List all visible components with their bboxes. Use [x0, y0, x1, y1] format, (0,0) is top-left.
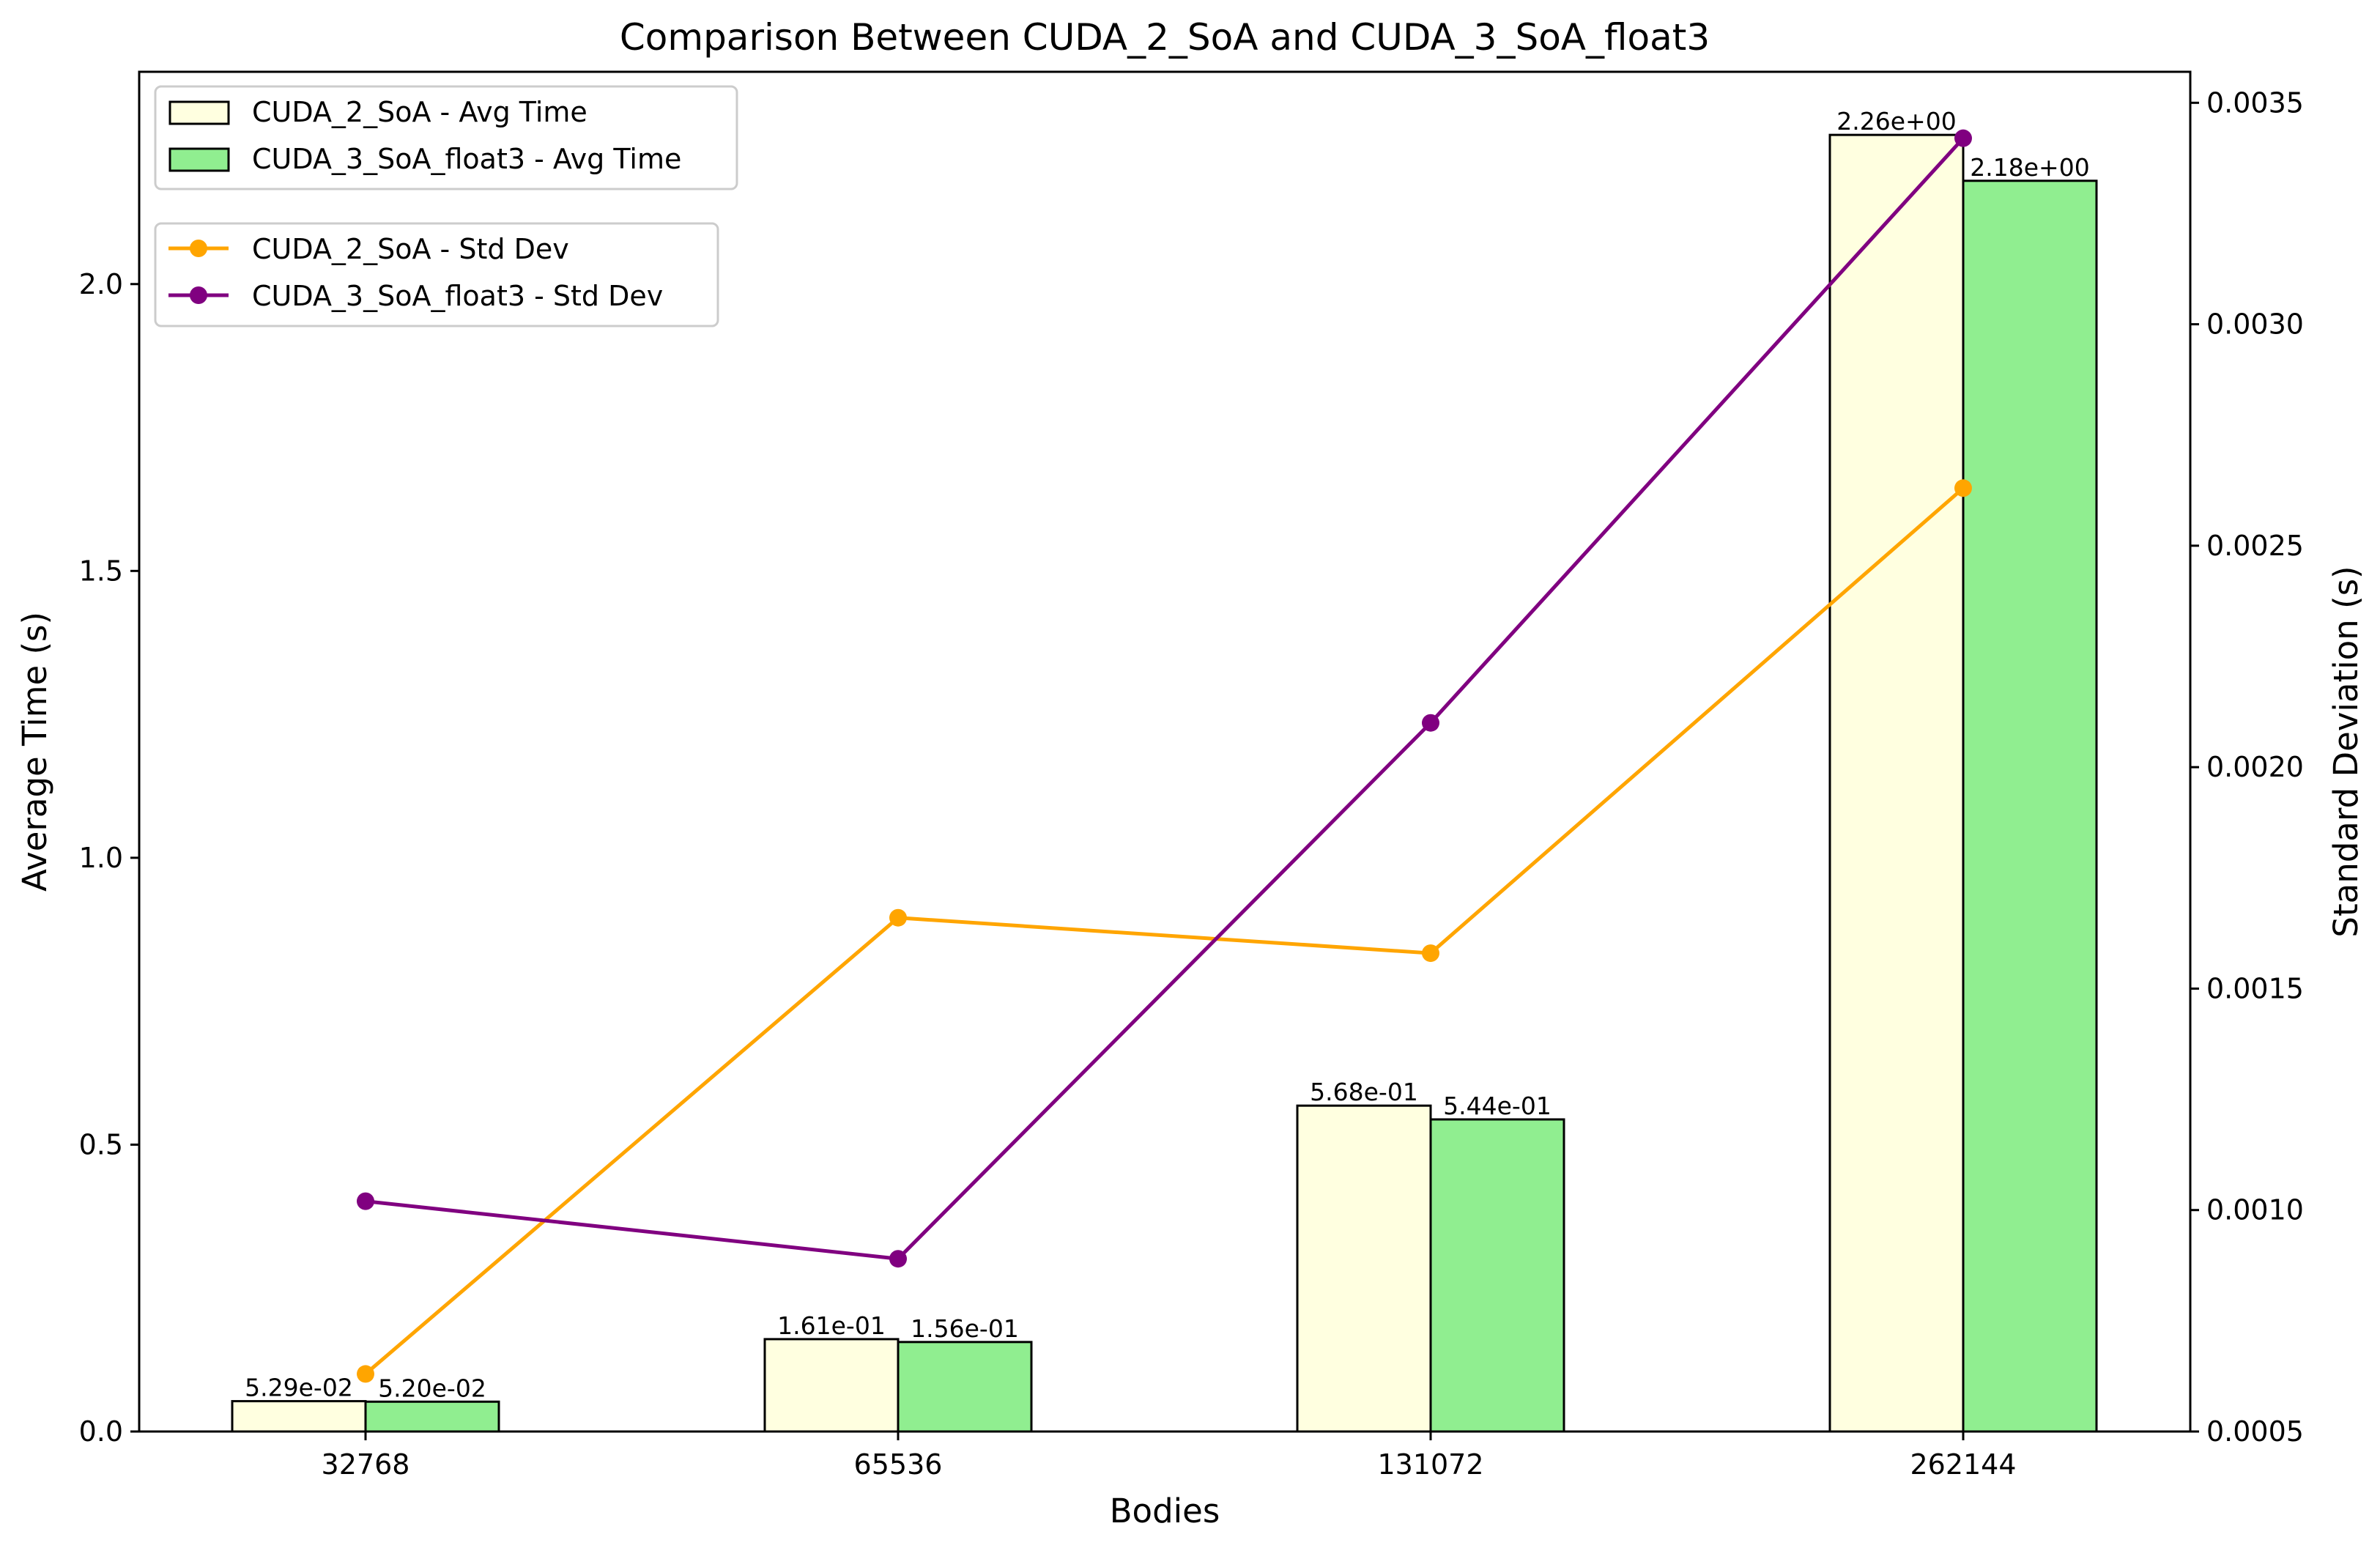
legend-marker-cuda2-std	[190, 240, 207, 257]
bar-s1-65536	[897, 1341, 1033, 1433]
legend-label-cuda3-std: CUDA_3_SoA_float3 - Std Dev	[252, 280, 663, 312]
y2-tick-label: 0.0020	[2206, 751, 2304, 783]
legend-label-cuda3-avg: CUDA_3_SoA_float3 - Avg Time	[252, 143, 681, 175]
legend-lines-box	[154, 222, 719, 327]
y2-tick-label: 0.0015	[2206, 972, 2304, 1004]
bar-value-label: 5.29e-02	[245, 1374, 353, 1402]
bars-layer	[231, 133, 2098, 1433]
y-tick-label: 1.5	[79, 555, 123, 587]
legend-bars: CUDA_2_SoA - Avg Time CUDA_3_SoA_float3 …	[154, 85, 738, 190]
legend-swatch-cuda3-avg	[168, 147, 230, 172]
line-point-s0-262144	[1954, 479, 1972, 497]
line-point-s0-65536	[889, 908, 907, 927]
y-tick-label: 0.0	[79, 1415, 123, 1448]
y-tick-label: 1.0	[79, 842, 123, 874]
lines-layer	[357, 129, 1972, 1383]
legend-marker-cuda3-std	[190, 286, 207, 304]
bar-s0-262144	[1828, 133, 1965, 1433]
bar-value-label: 1.61e-01	[777, 1311, 886, 1340]
plot-frame	[138, 70, 2192, 1433]
legend-swatch-cuda2-avg	[168, 100, 230, 125]
y2-tick-label: 0.0035	[2206, 86, 2304, 119]
y-tick-label: 0.5	[79, 1128, 123, 1160]
bar-value-label: 5.68e-01	[1310, 1078, 1418, 1106]
line-point-s1-32768	[357, 1192, 374, 1210]
x-axis-ticks: 32768 65536 131072 262144	[322, 1432, 2017, 1481]
bar-s0-65536	[763, 1338, 900, 1433]
y2-axis-label: Standard Deviation (s)	[2327, 566, 2365, 937]
bar-s1-131072	[1429, 1118, 1565, 1433]
line-series-1	[365, 137, 1965, 1261]
line-point-s0-32768	[357, 1365, 374, 1383]
chart-title: Comparison Between CUDA_2_SoA and CUDA_3…	[620, 16, 1710, 59]
legend-lines: CUDA_2_SoA - Std Dev CUDA_3_SoA_float3 -…	[154, 222, 719, 327]
bar-value-label: 5.44e-01	[1443, 1092, 1552, 1120]
bar-s0-131072	[1296, 1104, 1432, 1433]
y2-tick-label: 0.0005	[2206, 1415, 2304, 1448]
x-tick-label: 32768	[322, 1448, 410, 1481]
y-axis-ticks: 0.0 0.5 1.0 1.5 2.0	[79, 268, 139, 1448]
y-axis-label: Average Time (s)	[15, 612, 54, 892]
x-axis-label: Bodies	[1110, 1492, 1220, 1530]
line-point-s0-131072	[1422, 944, 1439, 963]
bar-s1-32768	[364, 1400, 500, 1433]
y2-tick-label: 0.0030	[2206, 308, 2304, 341]
bar-value-label: 2.18e+00	[1970, 153, 2089, 182]
bar-s0-32768	[231, 1400, 367, 1433]
legend-bars-box	[154, 85, 738, 190]
bar-value-label: 2.26e+00	[1836, 107, 1956, 136]
line-point-s1-65536	[889, 1250, 907, 1268]
line-point-s1-131072	[1422, 714, 1439, 732]
line-point-s1-262144	[1954, 129, 1972, 147]
bar-value-label: 5.20e-02	[378, 1374, 486, 1402]
line-series-0	[364, 486, 1965, 1376]
bar-s1-262144	[1962, 179, 2098, 1433]
bar-labels-layer: 5.29e-02 1.61e-01 5.68e-01 2.26e+00 5.20e-02…	[245, 107, 2090, 1402]
legend-label-cuda2-std: CUDA_2_SoA - Std Dev	[252, 233, 569, 265]
y2-axis-ticks: 0.0005 0.0010 0.0015 0.0020 0.0025 0.0030 0.00…	[2190, 86, 2304, 1448]
y2-tick-label: 0.0025	[2206, 530, 2304, 562]
bar-value-label: 1.56e-01	[911, 1314, 1019, 1343]
x-tick-label: 131072	[1377, 1448, 1483, 1481]
y2-tick-label: 0.0010	[2206, 1194, 2304, 1226]
x-tick-label: 262144	[1910, 1448, 2016, 1481]
x-tick-label: 65536	[854, 1448, 943, 1481]
legend-label-cuda2-avg: CUDA_2_SoA - Avg Time	[252, 96, 587, 128]
y-tick-label: 2.0	[79, 268, 123, 300]
